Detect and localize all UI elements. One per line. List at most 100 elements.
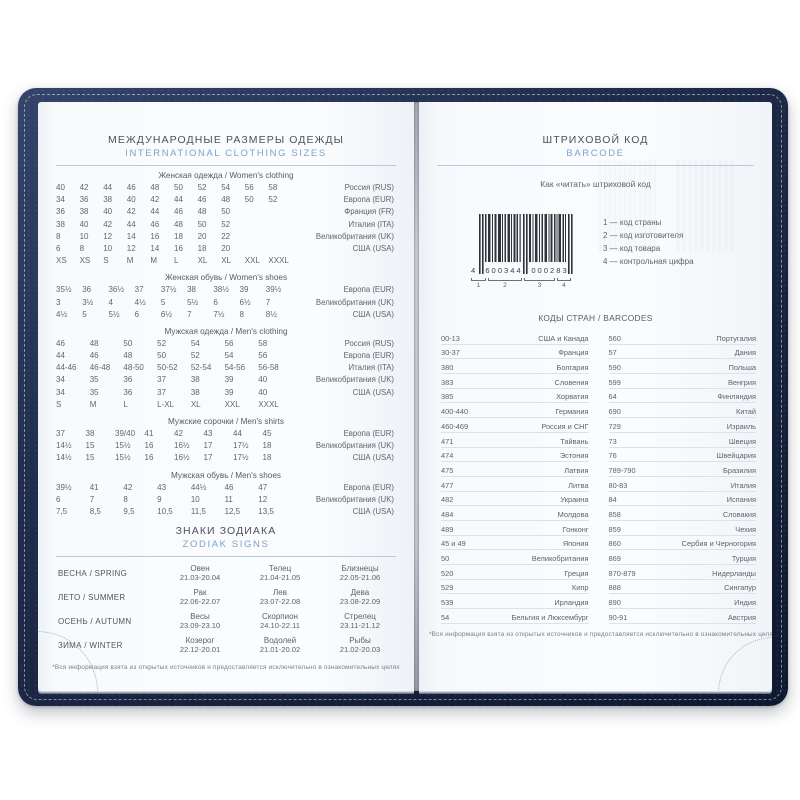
country-code-row: 54 Бельгия и Люксембург 90-91 Австрия: [441, 609, 756, 624]
zodiac-sign-name: Дева: [350, 587, 370, 597]
country-code: 00-13: [441, 333, 460, 343]
zodiac-sign: Телец 21.04-21.05: [240, 564, 320, 583]
size-value: 40: [258, 387, 268, 397]
country-code-pair: 73 Швеция: [608, 437, 756, 448]
country-code-pair: 890 Индия: [608, 598, 756, 610]
size-value: 54: [224, 351, 234, 361]
size-region-label: Европа (EUR): [343, 482, 394, 492]
size-region-label: Италия (ITA): [348, 363, 394, 373]
size-row: 7,5 8,5 9,5 10,5 11,5 12,5 13,5 США (USA): [38, 507, 414, 519]
size-value: 17½: [233, 441, 249, 451]
country-name: Турция: [731, 554, 756, 563]
country-name: Франция: [558, 348, 589, 358]
size-value: 22: [221, 231, 231, 241]
country-name: Германия: [555, 407, 589, 417]
size-value: 38: [85, 429, 95, 438]
country-codes-table: 00-13 США и Канада 560 Португалия 30-37 Франц…: [419, 330, 772, 624]
country-code-pair: 474 Эстония: [441, 451, 589, 463]
country-name: Польша: [728, 363, 756, 373]
size-value: 44: [174, 195, 183, 205]
size-value: 36: [123, 375, 133, 385]
size-values: 34 35 36 37 38 39 40: [56, 375, 292, 384]
country-code-pair: 482 Украина: [441, 495, 589, 507]
country-code: 859: [608, 524, 621, 534]
size-section: Женская одежда / Women's clothing 40 42 44 4…: [38, 171, 414, 268]
size-row: 34 36 38 40 42 44 46 48 50 52 Европа (EUR): [38, 195, 414, 207]
size-region-label: США (USA): [352, 387, 394, 397]
country-code: 380: [441, 363, 454, 373]
size-row: 35½ 36 36½ 37 37½ 38 38½ 39 39½ Европа (EUR): [38, 285, 414, 297]
size-value: 52: [157, 338, 167, 348]
zodiac-season-label: ВЕСНА / SPRING: [58, 568, 128, 578]
size-value: 15: [85, 453, 95, 463]
zodiac-sign-dates: 22.05-21.06: [339, 573, 381, 583]
size-values: 6 7 8 9 10 11 12: [56, 495, 292, 504]
size-section: Женская обувь / Women's shoes 35½ 36 36½ 37 3…: [38, 273, 414, 322]
country-name: Эстония: [559, 451, 589, 461]
size-section-heading: Женская обувь / Women's shoes: [164, 273, 288, 283]
size-value: 5½: [108, 309, 120, 319]
size-value: S: [56, 399, 62, 409]
country-code-row: 00-13 США и Канада 560 Португалия: [441, 330, 756, 345]
size-values: 14½ 15 15½ 16 16½ 17 17½ 18: [56, 441, 292, 450]
size-values: 40 42 44 46 48 50 52 54 56 58: [56, 183, 292, 192]
size-value: S: [103, 256, 109, 266]
size-value: 5: [82, 309, 87, 319]
size-value: 6½: [160, 309, 172, 319]
size-value: 46-48: [89, 363, 111, 373]
country-name: Венгрия: [727, 377, 756, 387]
size-value: 46: [197, 195, 207, 205]
country-code: 484: [441, 509, 454, 519]
page-spread: МЕЖДУНАРОДНЫЕ РАЗМЕРЫ ОДЕЖДЫ INTERNATION…: [38, 102, 772, 691]
size-value: 50: [244, 195, 254, 205]
size-value: 39: [224, 387, 234, 397]
size-value: 42: [174, 429, 183, 438]
country-name: Нидерланды: [712, 568, 756, 578]
country-code-pair: 599 Венгрия: [608, 377, 756, 389]
country-name: Япония: [562, 539, 589, 549]
country-name: Болгария: [556, 363, 589, 373]
size-value: 5: [160, 297, 166, 307]
country-code-pair: 539 Ирландия: [441, 598, 589, 610]
size-region-label: Россия (RUS): [344, 183, 394, 192]
size-values: 37 38 39/40 41 42 43 44 45: [56, 429, 292, 438]
size-row: 36 38 40 42 44 46 48 50 Франция (FR): [38, 207, 414, 219]
country-code: 482: [441, 495, 454, 505]
barcode-lead-digit: 4: [471, 266, 476, 275]
size-value: 20: [221, 243, 231, 253]
size-value: 35: [89, 375, 99, 385]
size-value: 3½: [82, 297, 94, 307]
size-value: 48: [197, 207, 207, 217]
size-value: 10: [79, 231, 89, 241]
size-value: 41: [144, 429, 154, 438]
size-value: 44: [103, 183, 113, 192]
size-row: 34 35 36 37 38 39 40 Великобритания (UK): [38, 375, 414, 387]
size-value: XL: [197, 256, 208, 266]
country-name: Кипр: [571, 583, 589, 593]
size-value: 42: [79, 183, 89, 192]
size-value: 12: [126, 243, 136, 253]
size-values: S M L L-XL XL XXL XXXL: [56, 400, 292, 409]
size-values: 36 38 40 42 44 46 48 50: [56, 207, 292, 216]
size-value: 8: [123, 494, 128, 504]
size-value: XS: [79, 256, 91, 266]
country-code: 460-469: [441, 421, 469, 431]
country-code-pair: 520 Греция: [441, 569, 589, 580]
size-region-label: Великобритания (UK): [315, 441, 394, 451]
size-row: 34 35 36 37 38 39 40 США (USA): [38, 388, 414, 400]
country-codes-title: КОДЫ СТРАН / BARCODES: [538, 313, 653, 323]
barcode-title: ШТРИХОВОЙ КОД: [542, 134, 649, 146]
size-value: 52-54: [190, 363, 212, 373]
size-values: 34 35 36 37 38 39 40: [56, 388, 292, 397]
zodiac-sign-name: Рак: [193, 587, 207, 597]
size-region-label: Франция (FR): [344, 207, 394, 217]
size-region-label: Европа (EUR): [343, 351, 394, 361]
country-code-pair: 870-879 Нидерланды: [608, 568, 756, 580]
size-value: 36: [123, 387, 133, 397]
size-row: 8 10 12 14 16 18 20 22 Великобритания (UK): [38, 232, 414, 244]
size-value: 46: [89, 351, 99, 361]
zodiac-sign-name: Овен: [190, 563, 210, 573]
zodiac-sign-dates: 23.09-23.10: [179, 621, 221, 631]
barcode-group1: 600344: [485, 266, 523, 275]
size-value: M: [150, 256, 158, 266]
